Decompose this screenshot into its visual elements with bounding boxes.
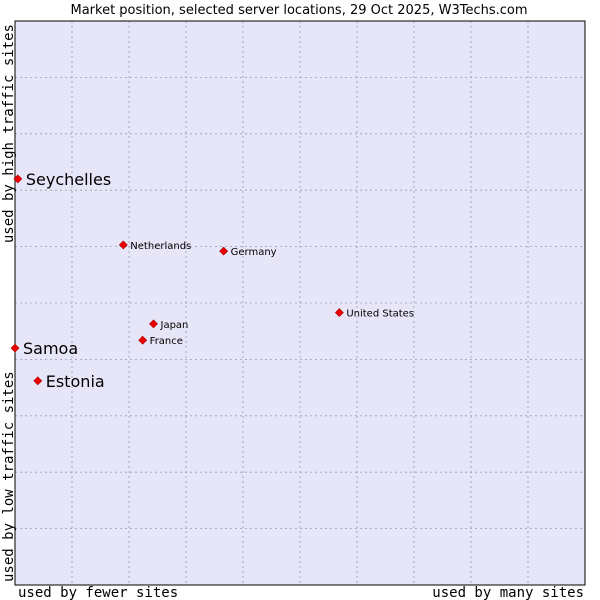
marker-france	[138, 335, 148, 345]
label-japan: Japan	[160, 320, 189, 331]
data-points: Seychelles Samoa Estonia Netherlands Germany…	[10, 170, 414, 391]
label-united-states: United States	[346, 309, 414, 320]
marker-seychelles	[13, 174, 23, 184]
plot-border	[14, 20, 586, 586]
label-france: France	[150, 336, 183, 347]
y-axis-label-bottom: used by low traffic sites	[1, 371, 17, 582]
y-axis-label-top: used by high traffic sites	[1, 24, 17, 243]
label-samoa: Samoa	[23, 339, 78, 358]
marker-estonia	[33, 376, 43, 386]
label-germany: Germany	[231, 247, 277, 258]
marker-netherlands	[118, 240, 128, 250]
marker-germany	[219, 246, 229, 256]
label-seychelles: Seychelles	[26, 170, 111, 189]
label-netherlands: Netherlands	[130, 241, 191, 252]
marker-united-states	[334, 308, 344, 318]
x-axis-label-left: used by fewer sites	[18, 585, 178, 600]
x-axis-label-right: used by many sites	[432, 585, 584, 600]
grid-lines	[15, 21, 585, 585]
marker-samoa	[10, 343, 20, 353]
marker-japan	[149, 319, 158, 329]
chart-title: Market position, selected server locatio…	[70, 3, 527, 18]
label-estonia: Estonia	[46, 372, 105, 391]
